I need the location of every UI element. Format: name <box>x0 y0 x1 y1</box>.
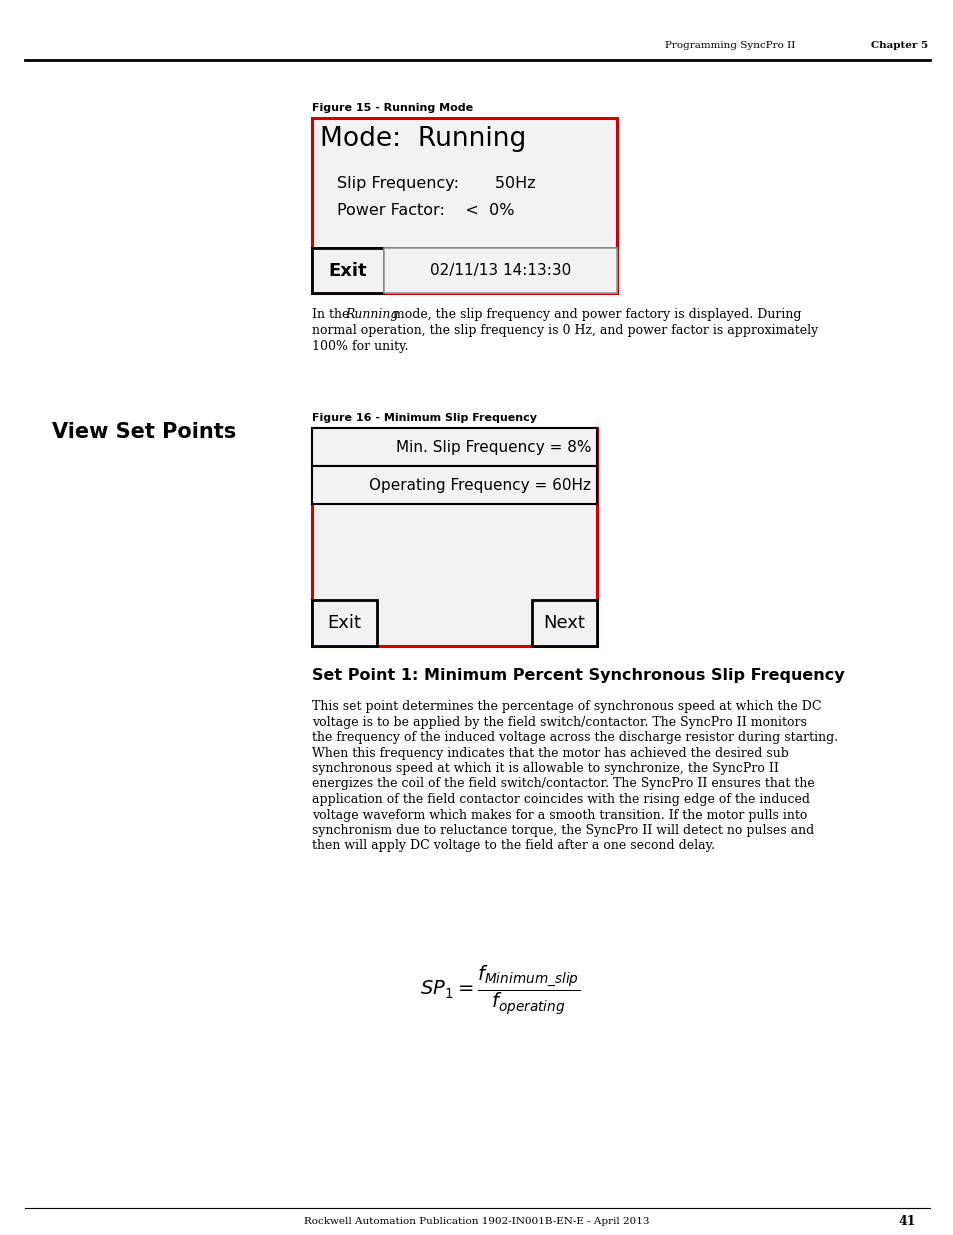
Bar <box>312 119 617 293</box>
Text: voltage is to be applied by the field switch/contactor. The SyncPro II monitors: voltage is to be applied by the field sw… <box>312 715 806 729</box>
Text: normal operation, the slip frequency is 0 Hz, and power factor is approximately: normal operation, the slip frequency is … <box>312 324 818 337</box>
Text: Running: Running <box>345 308 398 321</box>
Text: Min. Slip Frequency = 8%: Min. Slip Frequency = 8% <box>395 440 590 454</box>
Text: Next: Next <box>543 614 585 632</box>
Text: 41: 41 <box>898 1215 915 1229</box>
Text: Mode:  Running: Mode: Running <box>319 126 526 152</box>
Text: Slip Frequency:       50Hz: Slip Frequency: 50Hz <box>336 177 535 191</box>
Bar <box>312 429 597 466</box>
Text: Rockwell Automation Publication 1902-IN001B-EN-E - April 2013: Rockwell Automation Publication 1902-IN0… <box>304 1218 649 1226</box>
Text: energizes the coil of the field switch/contactor. The SyncPro II ensures that th: energizes the coil of the field switch/c… <box>312 778 814 790</box>
Text: 02/11/13 14:13:30: 02/11/13 14:13:30 <box>430 263 571 278</box>
Bar <box>312 429 597 646</box>
Text: When this frequency indicates that the motor has achieved the desired sub: When this frequency indicates that the m… <box>312 746 788 760</box>
Text: Exit: Exit <box>327 614 361 632</box>
Text: then will apply DC voltage to the field after a one second delay.: then will apply DC voltage to the field … <box>312 840 714 852</box>
Text: voltage waveform which makes for a smooth transition. If the motor pulls into: voltage waveform which makes for a smoot… <box>312 809 806 821</box>
Text: In the: In the <box>312 308 353 321</box>
Bar <box>312 248 384 293</box>
Text: the frequency of the induced voltage across the discharge resistor during starti: the frequency of the induced voltage acr… <box>312 731 838 743</box>
Bar <box>384 248 617 293</box>
Text: Operating Frequency = 60Hz: Operating Frequency = 60Hz <box>369 478 590 493</box>
Text: 100% for unity.: 100% for unity. <box>312 340 408 353</box>
Text: Figure 16 - Minimum Slip Frequency: Figure 16 - Minimum Slip Frequency <box>312 412 537 424</box>
Text: Power Factor:    <  0%: Power Factor: < 0% <box>336 203 514 219</box>
Text: application of the field contactor coincides with the rising edge of the induced: application of the field contactor coinc… <box>312 793 809 806</box>
Text: Chapter 5: Chapter 5 <box>870 41 927 49</box>
Text: Set Point 1: Minimum Percent Synchronous Slip Frequency: Set Point 1: Minimum Percent Synchronous… <box>312 668 843 683</box>
Text: This set point determines the percentage of synchronous speed at which the DC: This set point determines the percentage… <box>312 700 821 713</box>
Bar <box>532 600 597 646</box>
Bar <box>312 466 597 504</box>
Bar <box>312 600 376 646</box>
Text: Figure 15 - Running Mode: Figure 15 - Running Mode <box>312 103 473 112</box>
Text: Programming SyncPro II: Programming SyncPro II <box>664 41 795 49</box>
Text: synchronism due to reluctance torque, the SyncPro II will detect no pulses and: synchronism due to reluctance torque, th… <box>312 824 814 837</box>
Text: View Set Points: View Set Points <box>52 422 236 442</box>
Text: synchronous speed at which it is allowable to synchronize, the SyncPro II: synchronous speed at which it is allowab… <box>312 762 778 776</box>
Text: Exit: Exit <box>329 262 367 279</box>
Text: $\mathit{SP}_1 = \dfrac{\mathit{f}_{\mathit{Minimum\_slip}}}{\mathit{f}_{\mathit: $\mathit{SP}_1 = \dfrac{\mathit{f}_{\mat… <box>419 963 579 1016</box>
Text: mode, the slip frequency and power factory is displayed. During: mode, the slip frequency and power facto… <box>389 308 801 321</box>
